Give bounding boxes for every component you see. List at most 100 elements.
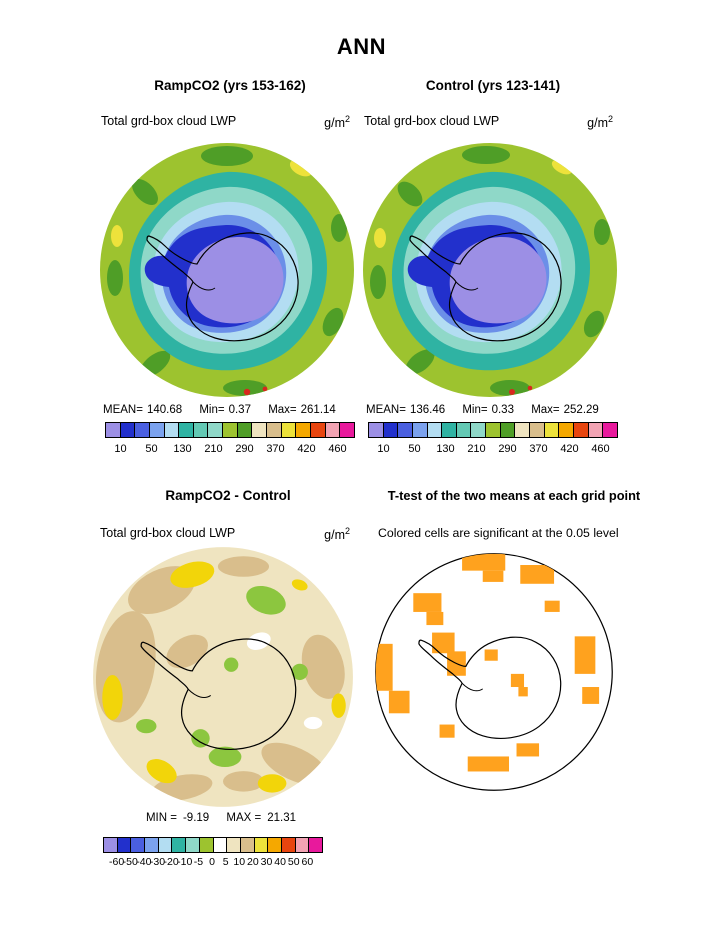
colorbar-segment [131, 838, 146, 852]
colorbar-segment [179, 423, 194, 437]
ttest-map-layers [375, 553, 600, 772]
colorbar-segment [325, 423, 341, 437]
mean-value: 140.68 [146, 404, 183, 416]
colorbar-segment [515, 423, 531, 437]
colorbar-tick: 10 [377, 443, 390, 455]
panel-rampco2-header: RampCO2 (yrs 153-162) [154, 78, 306, 93]
control-colorbar-ticks: 10 50 130 210 290 370 420 460 [368, 443, 616, 455]
colorbar-tick: 210 [467, 443, 486, 455]
rampco2-colorbar [105, 422, 355, 438]
colorbar-tick: -10 [177, 856, 193, 868]
control-map-layers [363, 143, 617, 397]
mean-value: 136.46 [409, 404, 446, 416]
panel-ttest: T-test of the two means at each grid poi… [368, 482, 660, 902]
colorbar-segment [104, 838, 118, 852]
max-label: MAX = [226, 812, 262, 824]
max-label: Max= [531, 404, 560, 416]
min-label: Min= [462, 404, 488, 416]
difference-map-layers [93, 547, 353, 807]
rampco2-stats: MEAN= 140.68 Min= 0.37 Max= 261.14 [103, 404, 350, 416]
colorbar-segment [340, 423, 354, 437]
colorbar-segment [227, 838, 241, 852]
colorbar-segment [281, 838, 296, 852]
colorbar-tick: 50 [287, 856, 300, 868]
antarctica-outline [140, 638, 297, 750]
colorbar-segment [106, 423, 121, 437]
colorbar-segment [369, 423, 384, 437]
colorbar-tick: -60 [109, 856, 125, 868]
colorbar-segment [295, 838, 310, 852]
max-value: 21.31 [267, 812, 297, 824]
colorbar-segment [267, 423, 282, 437]
colorbar-segment [193, 423, 209, 437]
control-colorbar [368, 422, 618, 438]
colorbar-segment [456, 423, 472, 437]
panel-difference-units: g/m2 [324, 526, 350, 542]
panel-control-units: g/m2 [587, 114, 613, 130]
colorbar-tick: 0 [209, 856, 215, 868]
rim-patches [370, 146, 610, 396]
colorbar-tick: 50 [408, 443, 421, 455]
panel-difference-variable: Total grd-box cloud LWP [100, 526, 236, 540]
units-exponent: 2 [607, 114, 613, 124]
colorbar-tick: 30 [260, 856, 273, 868]
colorbar-segment [309, 838, 322, 852]
colorbar-tick: 20 [247, 856, 259, 868]
difference-stats: MIN = -9.19 MAX = 21.31 [88, 812, 368, 824]
colorbar-tick: -30 [149, 856, 166, 868]
contour-rings [391, 171, 591, 371]
colorbar-tick: 290 [235, 443, 254, 455]
colorbar-tick: 460 [328, 443, 347, 455]
colorbar-tick: 370 [266, 443, 285, 455]
rampco2-map [100, 143, 354, 397]
max-label: Max= [268, 404, 297, 416]
panel-control-header: Control (yrs 123-141) [425, 78, 561, 93]
max-value: 252.29 [563, 404, 599, 416]
units-exponent: 2 [344, 526, 350, 536]
colorbar-tick: -50 [122, 856, 138, 868]
white-patches [246, 632, 323, 730]
colorbar-tick: -40 [136, 856, 152, 868]
colorbar-tick: 210 [204, 443, 223, 455]
colorbar-tick: 130 [173, 443, 192, 455]
min-value: 0.37 [228, 404, 251, 416]
min-label: Min= [199, 404, 225, 416]
ice-shelf-line [455, 281, 479, 291]
colorbar-segment [486, 423, 501, 437]
colorbar-segment [383, 423, 399, 437]
colorbar-segment [199, 838, 214, 852]
antarctica-outline [146, 232, 299, 342]
units-exponent: 2 [344, 114, 350, 124]
panel-difference-header: RampCO2 - Control [165, 488, 291, 503]
difference-colorbar-ticks: -60 -50 -40 -30 -20 -10 -5 0 5 10 20 30 40 50 60 [103, 856, 321, 870]
colorbar-segment [559, 423, 574, 437]
colorbar-segment [135, 423, 150, 437]
colorbar-segment [471, 423, 487, 437]
colorbar-segment [412, 423, 428, 437]
colorbar-segment [398, 423, 413, 437]
mean-label: MEAN= [103, 404, 143, 416]
min-label: MIN = [145, 812, 177, 824]
colorbar-segment [117, 838, 132, 852]
colorbar-segment [603, 423, 617, 437]
colorbar-segment [296, 423, 311, 437]
colorbar-segment [186, 838, 200, 852]
colorbar-segment [573, 423, 589, 437]
green-patches [136, 585, 308, 768]
colorbar-segment [149, 423, 165, 437]
panel-control: Control (yrs 123-141) Total grd-box clou… [358, 72, 628, 480]
yellow-patches [102, 561, 346, 793]
colorbar-segment [208, 423, 224, 437]
colorbar-segment [213, 838, 228, 852]
colorbar-tick: 10 [114, 443, 127, 455]
units-text: g/m [587, 116, 608, 131]
panel-rampco2-units: g/m2 [324, 114, 350, 130]
colorbar-segment [588, 423, 604, 437]
mean-label: MEAN= [366, 404, 406, 416]
colorbar-segment [310, 423, 326, 437]
colorbar-segment [164, 423, 180, 437]
ice-shelf-line [461, 682, 483, 692]
colorbar-segment [254, 838, 269, 852]
colorbar-segment [120, 423, 136, 437]
colorbar-tick: 420 [297, 443, 316, 455]
